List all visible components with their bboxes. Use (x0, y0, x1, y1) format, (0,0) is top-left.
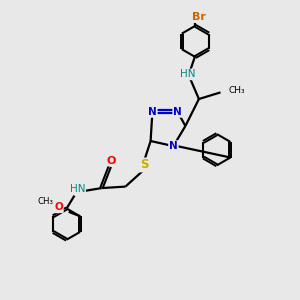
Text: S: S (140, 158, 148, 172)
Text: N: N (169, 141, 178, 151)
Text: HN: HN (180, 69, 195, 80)
Text: N: N (148, 107, 157, 117)
Text: N: N (173, 107, 182, 117)
Text: Br: Br (192, 12, 206, 22)
Text: CH₃: CH₃ (229, 86, 245, 95)
Text: O: O (54, 202, 63, 212)
Text: CH₃: CH₃ (38, 197, 54, 206)
Text: HN: HN (70, 184, 85, 194)
Text: O: O (106, 155, 116, 166)
